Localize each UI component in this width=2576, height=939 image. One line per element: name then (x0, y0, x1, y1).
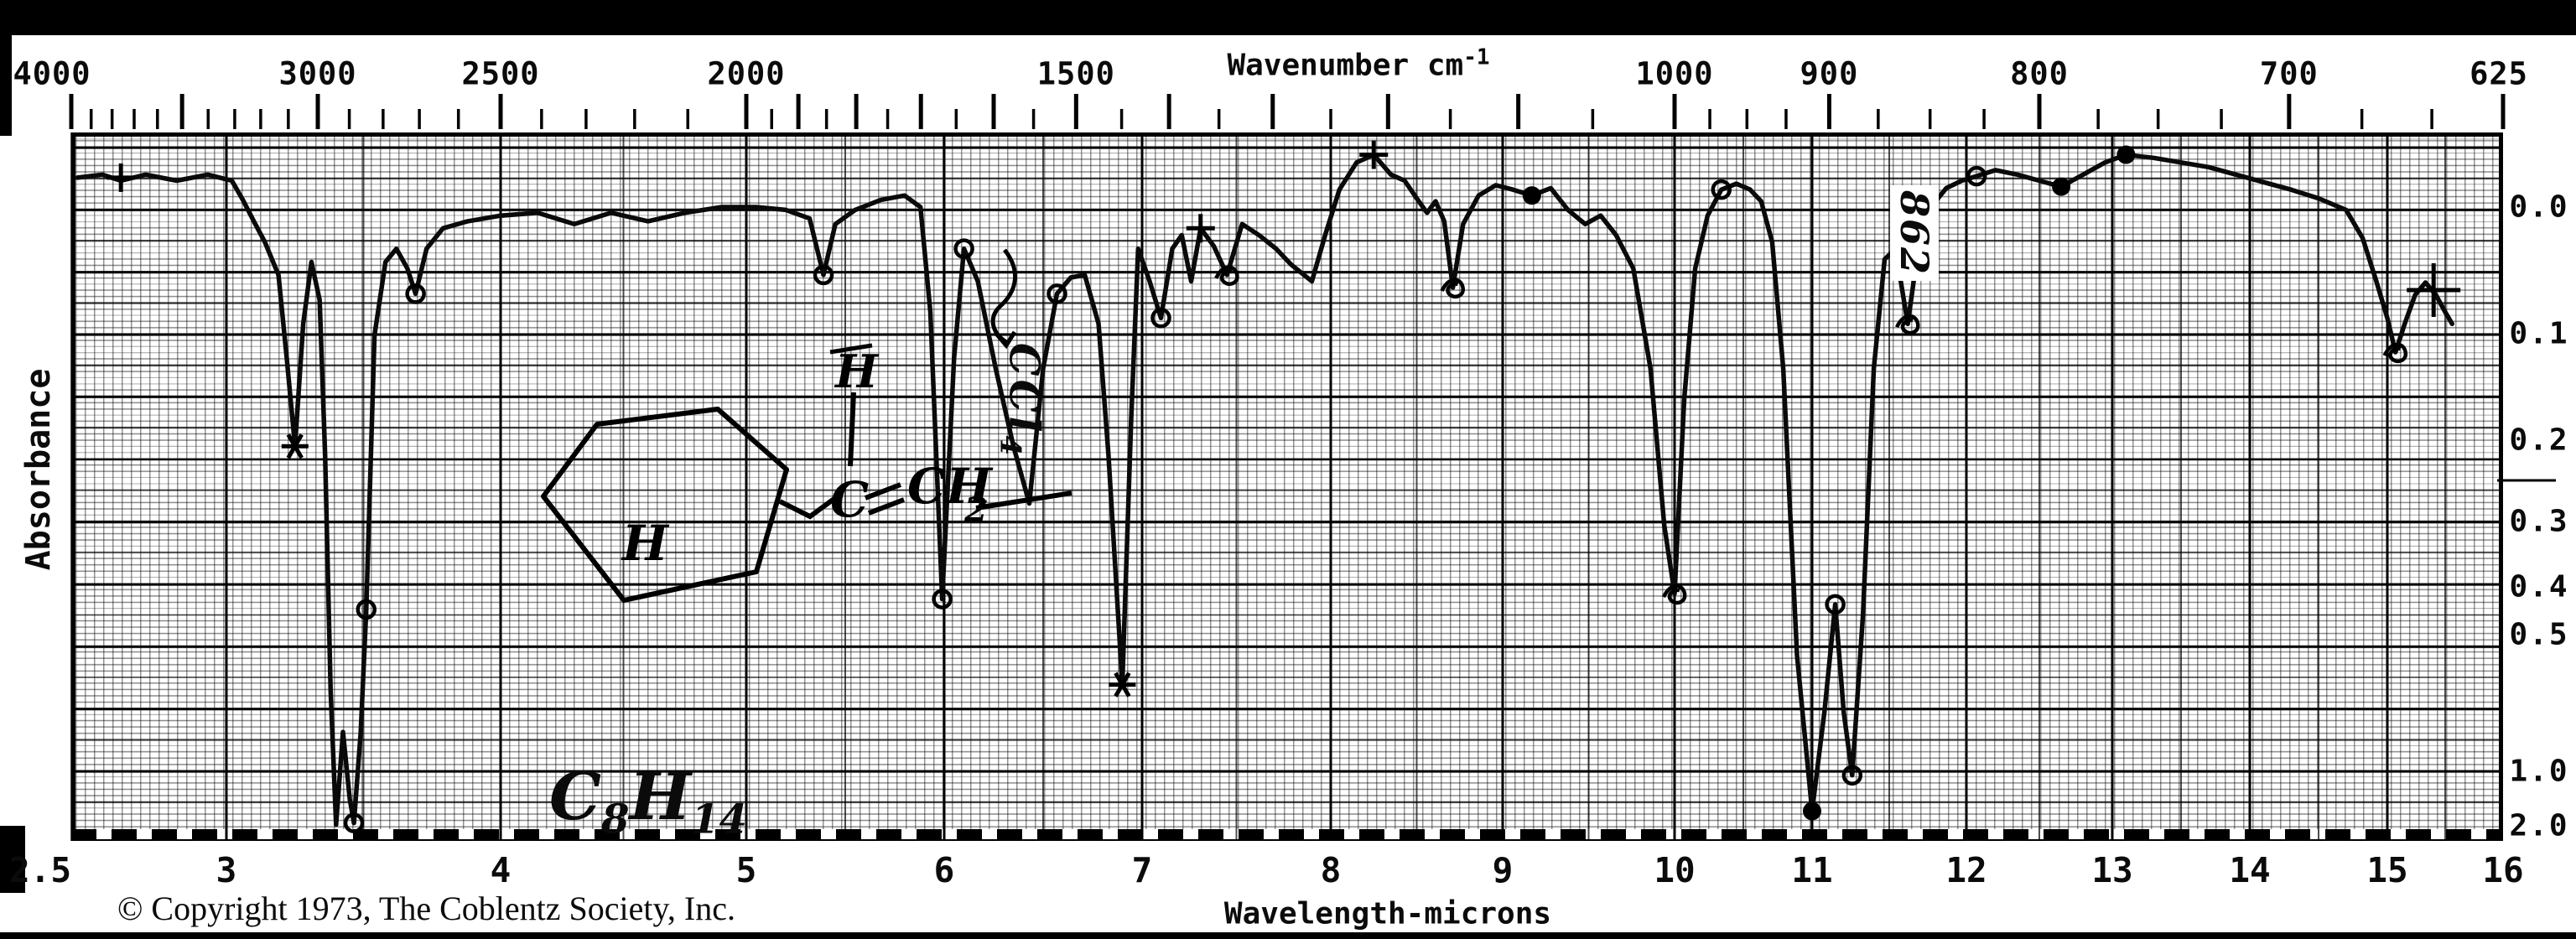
structure-double-bond (867, 497, 906, 516)
bottom-axis-label-8: 8 (1320, 850, 1342, 890)
bottom-axis-label-15: 15 (2366, 850, 2408, 890)
structure-c-label: C (830, 471, 869, 528)
structure-double-bond (864, 482, 902, 501)
right-axis-label-0.3: 0.3 (2509, 504, 2569, 539)
right-axis-label-0.4: 0.4 (2509, 569, 2569, 604)
trace-marker-circle (953, 238, 974, 259)
top-axis-label-700: 700 (2259, 55, 2319, 92)
right-axis-label-1.0: 1.0 (2509, 754, 2569, 789)
scan-edge-left (0, 0, 12, 136)
trace-marker-dot (1803, 802, 1821, 821)
trace-marker-circle (1150, 308, 1171, 329)
trace-marker-circle (1841, 765, 1863, 786)
solvent-annotation: CCl4 (993, 342, 1050, 459)
top-axis-label-2000: 2000 (707, 55, 786, 92)
copyright-notice: © Copyright 1973, The Coblentz Society, … (117, 890, 735, 927)
trace-marker-scribble (1661, 584, 1687, 605)
bottom-axis-label-4: 4 (490, 850, 512, 890)
right-axis-label-0.5: 0.5 (2509, 617, 2569, 652)
top-axis-label-2500: 2500 (461, 55, 540, 92)
scan-edge-top (8, 0, 2576, 35)
trace-marker-dot (2052, 177, 2071, 196)
top-axis-label-625: 625 (2470, 55, 2528, 92)
bottom-axis-label-2.5: 2.5 (8, 850, 72, 890)
structure-h-cross-stroke (829, 343, 873, 355)
trace-marker-scribble (1895, 314, 1920, 335)
trace-marker-star (286, 433, 304, 459)
bottom-axis-label-3: 3 (216, 850, 237, 890)
bottom-axis-label-16: 16 (2482, 850, 2524, 890)
trace-marker-circle (1046, 283, 1067, 304)
structure-ch2-subscript: 2 (963, 490, 988, 530)
bottom-axis-label-10: 10 (1654, 850, 1696, 890)
top-axis-title-sup: -1 (1463, 44, 1490, 70)
structure-ring-h-label: H (621, 515, 670, 572)
right-axis-label-0.2: 0.2 (2509, 423, 2569, 458)
compound-formula: C8H14 (549, 759, 747, 843)
structure-ring (541, 407, 789, 603)
top-axis-label-900: 900 (1800, 55, 1859, 92)
spectrum-trace (75, 152, 2455, 827)
top-axis-label-4000: 4000 (13, 55, 91, 92)
structure-bond-ring-c (778, 495, 837, 520)
solvent-arrow (990, 248, 1018, 345)
band-wavenumber-annotation: 862 (1890, 184, 1939, 282)
bottom-axis-label-11: 11 (1791, 850, 1833, 890)
right-axis-label-2.0: 2.0 (2509, 808, 2569, 843)
scan-edge-left-lower (0, 826, 25, 893)
bottom-axis-label-13: 13 (2091, 850, 2133, 890)
bottom-axis-label-7: 7 (1131, 850, 1153, 890)
right-axis-label-0.1: 0.1 (2509, 316, 2569, 351)
bottom-axis-label-14: 14 (2229, 850, 2271, 890)
trace-marker-circle (932, 589, 953, 610)
top-axis-label-1500: 1500 (1036, 55, 1115, 92)
trace-marker-dot (2116, 145, 2136, 164)
top-axis-title: Wavenumber cm-1 (1227, 45, 1489, 83)
trace-marker-dot (1522, 186, 1541, 205)
structure-ch2-label: CH (907, 458, 994, 515)
trace-marker-circle (813, 264, 834, 286)
trace-marker-circle (356, 599, 377, 620)
bottom-axis-title: Wavelength-microns (1223, 896, 1552, 931)
right-axis-label-0.0: 0.0 (2509, 189, 2569, 225)
top-axis-label-800: 800 (2010, 55, 2069, 92)
plot-area (71, 132, 2503, 841)
bottom-axis-label-5: 5 (735, 850, 757, 890)
trace-marker-star (1114, 672, 1131, 698)
bottom-axis-label-12: 12 (1945, 850, 1987, 890)
trace-marker-circle (1966, 165, 1987, 187)
structure-bond-c-h (848, 392, 856, 467)
trace-marker-scribble (1214, 265, 1239, 286)
top-axis-label-1000: 1000 (1635, 55, 1714, 92)
trace-marker-circle (405, 283, 426, 304)
trace-marker-circle (1711, 179, 1732, 200)
scan-edge-bottom (0, 932, 2576, 939)
left-axis-title: Absorbance (19, 368, 58, 571)
solvent-arrowhead (995, 330, 1017, 350)
top-axis-title-text: Wavenumber cm (1227, 48, 1464, 83)
structure-top-h-label: H (834, 345, 880, 398)
structure-tail-bond (975, 490, 1072, 511)
trace-marker-scribble (2382, 342, 2408, 364)
trace-marker-scribble (1440, 278, 1465, 298)
trace-marker-circle (1825, 594, 1846, 615)
top-axis-label-3000: 3000 (278, 55, 357, 92)
plot-bottom-dashed-edge (71, 829, 2503, 839)
bottom-axis-label-6: 6 (933, 850, 955, 890)
bottom-axis-label-9: 9 (1492, 850, 1514, 890)
trace-marker-circle (343, 812, 365, 833)
